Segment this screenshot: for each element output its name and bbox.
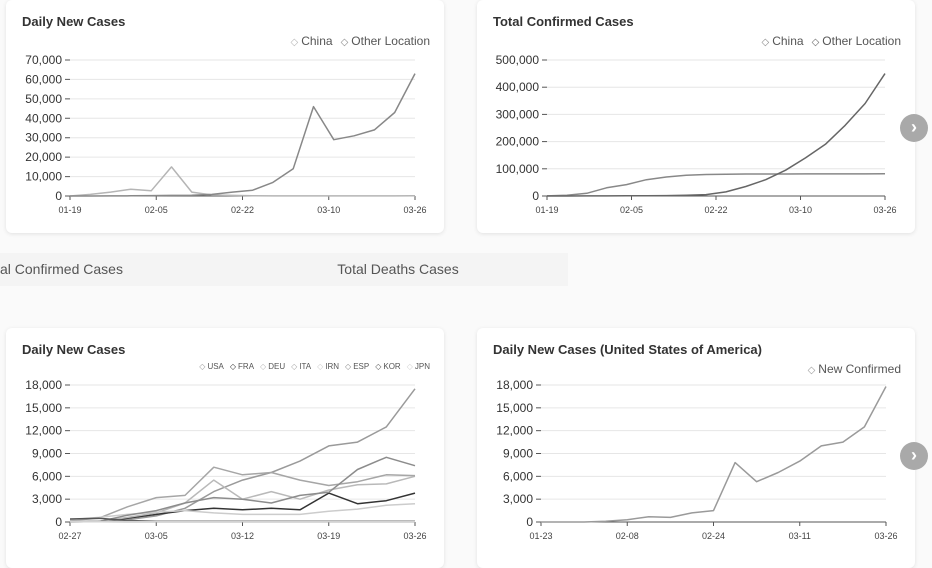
- chart-plot: 0 3,000 6,000 9,000 12,000 15,000 18,000 02-27 0…: [6, 328, 444, 568]
- series-line: [547, 74, 885, 196]
- y-tick-label: 9,000: [503, 447, 533, 461]
- y-tick-label: 15,000: [25, 401, 62, 415]
- y-tick-label: 40,000: [25, 111, 62, 125]
- y-tick-label: 18,000: [496, 378, 533, 392]
- series-line: [70, 389, 415, 522]
- y-tick-label: 200,000: [496, 135, 540, 149]
- x-tick-label: 03-26: [873, 205, 896, 215]
- y-tick-label: 18,000: [25, 378, 62, 392]
- x-tick-label: 02-27: [58, 531, 81, 541]
- x-tick-label: 02-05: [620, 205, 643, 215]
- chart-plot: 0 100,000 200,000 300,000 400,000 500,000 01-1…: [477, 0, 915, 233]
- y-tick-label: 9,000: [32, 447, 62, 461]
- series-line: [70, 504, 415, 520]
- x-tick-label: 03-26: [403, 205, 426, 215]
- series-line: [70, 457, 415, 522]
- x-tick-label: 02-08: [616, 531, 639, 541]
- y-tick-label: 60,000: [25, 72, 62, 86]
- x-tick-label: 03-19: [317, 531, 340, 541]
- y-tick-label: 70,000: [25, 53, 62, 67]
- y-tick-label: 0: [532, 189, 539, 203]
- chevron-right-icon[interactable]: ›: [900, 442, 928, 470]
- x-tick-label: 02-05: [145, 205, 168, 215]
- x-tick-label: 02-24: [702, 531, 725, 541]
- x-tick-label: 01-23: [529, 531, 552, 541]
- x-tick-label: 03-10: [789, 205, 812, 215]
- series-line: [541, 387, 886, 523]
- x-tick-label: 02-22: [704, 205, 727, 215]
- x-tick-label: 03-12: [231, 531, 254, 541]
- x-tick-label: 01-19: [58, 205, 81, 215]
- y-tick-label: 300,000: [496, 107, 540, 121]
- y-tick-label: 0: [55, 515, 62, 529]
- y-tick-label: 12,000: [25, 424, 62, 438]
- y-tick-label: 15,000: [496, 401, 533, 415]
- tab-bar: al Confirmed Cases Total Deaths Cases: [0, 253, 568, 286]
- y-tick-label: 3,000: [32, 492, 62, 506]
- chart-plot: 0 10,000 20,000 30,000 40,000 50,000 60,000 70,…: [6, 0, 444, 233]
- x-tick-label: 03-26: [403, 531, 426, 541]
- y-tick-label: 6,000: [32, 469, 62, 483]
- series-line: [70, 74, 415, 196]
- x-tick-label: 01-19: [535, 205, 558, 215]
- y-tick-label: 0: [55, 189, 62, 203]
- y-tick-label: 100,000: [496, 162, 540, 176]
- chart-card-daily-new-cases-usa: Daily New Cases (United States of Americ…: [477, 328, 915, 568]
- chevron-right-icon[interactable]: ›: [900, 114, 928, 142]
- x-tick-label: 03-05: [145, 531, 168, 541]
- y-tick-label: 20,000: [25, 150, 62, 164]
- chart-card-total-confirmed: Total Confirmed Cases ◇China◇Other Locat…: [477, 0, 915, 233]
- y-tick-label: 500,000: [496, 53, 540, 67]
- y-tick-label: 0: [526, 515, 533, 529]
- x-tick-label: 03-11: [789, 531, 811, 541]
- chart-card-daily-new-cases-countries: Daily New Cases ◇USA◇FRA◇DEU◇ITA◇IRN◇ESP…: [6, 328, 444, 568]
- series-line: [70, 467, 415, 520]
- x-tick-label: 02-22: [231, 205, 254, 215]
- y-tick-label: 12,000: [496, 424, 533, 438]
- y-tick-label: 3,000: [503, 492, 533, 506]
- tab-total-deaths-cases[interactable]: Total Deaths Cases: [228, 253, 568, 286]
- y-tick-label: 6,000: [503, 469, 533, 483]
- tab-total-confirmed-cases[interactable]: al Confirmed Cases: [0, 253, 222, 286]
- y-tick-label: 400,000: [496, 80, 540, 94]
- y-tick-label: 30,000: [25, 131, 62, 145]
- y-tick-label: 50,000: [25, 92, 62, 106]
- x-tick-label: 03-26: [874, 531, 897, 541]
- y-tick-label: 10,000: [25, 170, 62, 184]
- chart-plot: 0 3,000 6,000 9,000 12,000 15,000 18,000 01-23 0…: [477, 328, 915, 568]
- x-tick-label: 03-10: [317, 205, 340, 215]
